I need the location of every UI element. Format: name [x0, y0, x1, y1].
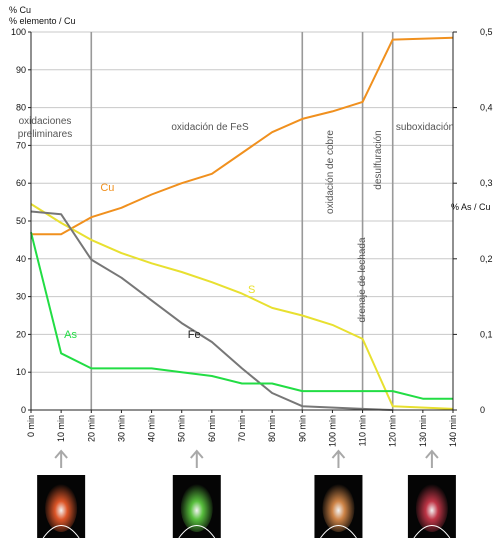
grid	[31, 31, 453, 411]
flame-photo-white-orange	[314, 449, 363, 539]
left-tick-label: 0	[21, 405, 26, 415]
left-tick-label: 30	[16, 292, 26, 302]
right-tick-label: 0,1	[480, 329, 493, 339]
converter-rim	[413, 525, 451, 539]
flame-photos	[37, 449, 456, 539]
series-label-cu: Cu	[100, 182, 114, 194]
x-tick-label: 20 min	[86, 415, 96, 442]
flame-glow	[415, 484, 448, 532]
right-tick-label: 0,5	[480, 27, 493, 37]
arrow-head	[190, 449, 204, 459]
series-s-line	[30, 203, 454, 410]
series-as-line	[30, 232, 453, 400]
phase-label-line: suboxidación	[396, 122, 454, 133]
series-fe-line	[30, 210, 393, 411]
phase-label-2: oxidación de cobre	[325, 130, 336, 214]
right-tick-label: 0	[480, 405, 485, 415]
right-tick-label: 0,4	[480, 103, 493, 113]
x-tick-label: 50 min	[177, 415, 187, 442]
x-tick-label: 40 min	[147, 415, 157, 442]
converter-rim	[42, 525, 80, 539]
converter-rim	[320, 525, 357, 539]
x-tick-label: 120 min	[388, 415, 398, 447]
left-tick-label: 40	[16, 254, 26, 264]
series-labels: Cu S Fe As	[64, 182, 255, 341]
right-axis-ticks: 0 0,1 0,2 0,3 0,4 0,5	[453, 27, 493, 415]
flame-photo-red	[407, 449, 456, 539]
converter-rim	[178, 525, 216, 539]
x-tick-label: 60 min	[207, 415, 217, 442]
flame-photo-green	[172, 449, 221, 539]
arrow-head	[331, 449, 346, 459]
phase-label-0: oxidaciones preliminares	[18, 116, 72, 140]
phase-label-line: drenaje de lechada	[357, 237, 368, 323]
x-tick-label: 100 min	[327, 415, 337, 447]
left-tick-label: 10	[16, 367, 26, 377]
left-tick-label: 90	[16, 65, 26, 75]
right-axis-title: % As / Cu	[451, 202, 491, 212]
left-tick-label: 80	[16, 103, 26, 113]
series-cu-line	[31, 36, 454, 236]
left-tick-label: 100	[11, 27, 26, 37]
phase-boundary-lines	[90, 32, 394, 410]
left-axis-ticks: 0 10 20 30 40 50 60 70 80 90 100	[11, 27, 31, 415]
x-tick-label: 80 min	[267, 415, 277, 442]
right-tick-label: 0,2	[480, 254, 493, 264]
phase-label-line: oxidaciones	[19, 116, 72, 127]
phase-label-1: oxidación de FeS	[171, 122, 249, 133]
phase-labels: oxidaciones preliminares oxidación de FeS o…	[18, 116, 454, 323]
flame-glow	[180, 484, 213, 532]
x-tick-label: 110 min	[358, 415, 368, 446]
phase-label-line: oxidación de FeS	[171, 122, 249, 133]
series-label-s: S	[248, 284, 255, 296]
x-tick-label: 130 min	[418, 415, 428, 447]
left-tick-label: 70	[16, 140, 26, 150]
x-tick-label: 10 min	[56, 415, 66, 442]
x-axis-ticks: 0 min 10 min 20 min 30 min 40 min 50 min 60 mi…	[26, 410, 458, 447]
phase-label-3: desulfuración	[373, 130, 384, 189]
x-tick-label: 70 min	[237, 415, 247, 442]
phase-label-line: desulfuración	[373, 130, 384, 189]
axis-titles: % Cu% elemento / Cu % As / Cu	[9, 5, 491, 212]
series-label-as: As	[64, 329, 77, 341]
x-tick-label: 140 min	[448, 415, 458, 447]
phase-label-5: suboxidación	[396, 122, 454, 133]
flame-photo-orange	[37, 449, 86, 539]
series-lines	[30, 36, 454, 411]
left-tick-label: 60	[16, 178, 26, 188]
right-tick-label: 0,3	[480, 178, 493, 188]
phase-label-line: preliminares	[18, 129, 72, 140]
series-label-fe: Fe	[188, 329, 201, 341]
arrow-head	[425, 449, 439, 459]
arrow-head	[54, 449, 68, 459]
phase-label-line: oxidación de cobre	[325, 130, 336, 214]
flame-glow	[45, 484, 78, 532]
phase-label-4: drenaje de lechada	[357, 237, 368, 323]
left-tick-label: 20	[16, 329, 26, 339]
left-axis-title-2: % elemento / Cu	[9, 16, 76, 26]
x-tick-label: 0 min	[26, 415, 36, 437]
left-tick-label: 50	[16, 216, 26, 226]
x-tick-label: 30 min	[116, 415, 126, 442]
flame-glow	[322, 484, 355, 532]
left-axis-title-1: % Cu	[9, 5, 31, 15]
x-tick-label: 90 min	[297, 415, 307, 442]
